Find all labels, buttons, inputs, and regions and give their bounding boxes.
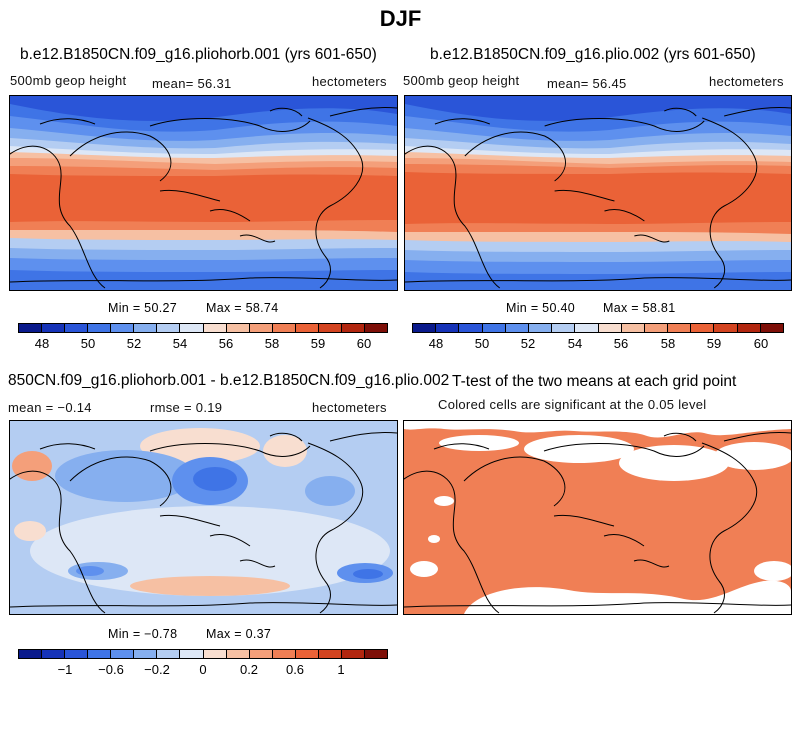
colorbar-swatch bbox=[88, 650, 112, 658]
colorbar-swatch bbox=[203, 650, 227, 658]
colorbar-swatch bbox=[111, 650, 135, 658]
panel1-colorbar-tick: 52 bbox=[126, 336, 142, 351]
panel3-colorbar-tick: −0.6 bbox=[98, 662, 124, 677]
panel2-variable-label: 500mb geop height bbox=[403, 73, 520, 88]
colorbar-swatch bbox=[668, 324, 692, 332]
panel1-title: b.e12.B1850CN.f09_g16.pliohorb.001 (yrs … bbox=[20, 46, 377, 63]
colorbar-swatch bbox=[134, 650, 158, 658]
panel2-min-label: Min = 50.40 bbox=[506, 301, 575, 315]
panel1-units-label: hectometers bbox=[312, 74, 387, 89]
panel3-title: 850CN.f09_g16.pliohorb.001 - b.e12.B1850… bbox=[8, 372, 450, 389]
colorbar-swatch bbox=[249, 650, 273, 658]
panel2-units-label: hectometers bbox=[709, 74, 784, 89]
colorbar-swatch bbox=[19, 324, 43, 332]
colorbar-swatch bbox=[341, 324, 365, 332]
panel4-title: T-test of the two means at each grid poi… bbox=[452, 373, 737, 390]
panel3-colorbar-tick: 0 bbox=[199, 662, 207, 677]
colorbar-swatch bbox=[42, 324, 66, 332]
panel1-colorbar-tick: 50 bbox=[80, 336, 96, 351]
colorbar-swatch bbox=[318, 650, 342, 658]
colorbar-swatch bbox=[714, 324, 738, 332]
colorbar-swatch bbox=[180, 324, 204, 332]
colorbar-swatch bbox=[180, 650, 204, 658]
panel1-min-label: Min = 50.27 bbox=[108, 301, 177, 315]
panel1-colorbar bbox=[18, 323, 388, 333]
panel1-colorbar-tick: 56 bbox=[218, 336, 234, 351]
panel2-colorbar-tick: 50 bbox=[474, 336, 490, 351]
colorbar-swatch bbox=[272, 324, 296, 332]
colorbar-swatch bbox=[249, 324, 273, 332]
panel3-colorbar-tick: −0.2 bbox=[144, 662, 170, 677]
colorbar-swatch bbox=[341, 650, 365, 658]
panel1-map bbox=[9, 95, 398, 291]
panel2-colorbar-tick: 58 bbox=[660, 336, 676, 351]
colorbar-swatch bbox=[528, 324, 553, 332]
colorbar-swatch bbox=[157, 650, 181, 658]
panel2-colorbar-tick: 54 bbox=[567, 336, 583, 351]
colorbar-swatch bbox=[157, 324, 181, 332]
panel1-colorbar-tick: 60 bbox=[356, 336, 372, 351]
panel2-colorbar bbox=[412, 323, 784, 333]
colorbar-swatch bbox=[272, 650, 296, 658]
colorbar-swatch bbox=[436, 324, 460, 332]
panel2-map bbox=[404, 95, 792, 291]
panel3-colorbar-tick: 1 bbox=[337, 662, 345, 677]
colorbar-swatch bbox=[459, 324, 483, 332]
panel1-colorbar-tick: 54 bbox=[172, 336, 188, 351]
colorbar-swatch bbox=[575, 324, 599, 332]
panel2-colorbar-tick: 48 bbox=[428, 336, 444, 351]
panel1-variable-label: 500mb geop height bbox=[10, 73, 127, 88]
panel3-map bbox=[9, 420, 398, 615]
panel4-map bbox=[403, 420, 792, 615]
colorbar-swatch bbox=[88, 324, 112, 332]
colorbar-swatch bbox=[295, 650, 319, 658]
colorbar-swatch bbox=[505, 324, 529, 332]
panel1-mean-label: mean= 56.31 bbox=[152, 76, 232, 91]
colorbar-swatch bbox=[318, 324, 342, 332]
colorbar-swatch bbox=[552, 324, 576, 332]
panel3-colorbar-tick: 0.2 bbox=[239, 662, 259, 677]
colorbar-swatch bbox=[295, 324, 319, 332]
panel3-rmse-label: rmse = 0.19 bbox=[150, 400, 223, 415]
panel1-colorbar-tick: 58 bbox=[264, 336, 280, 351]
colorbar-swatch bbox=[737, 324, 761, 332]
colorbar-swatch bbox=[203, 324, 227, 332]
colorbar-swatch bbox=[760, 324, 783, 332]
panel3-mean-label: mean = −0.14 bbox=[8, 400, 92, 415]
colorbar-swatch bbox=[226, 650, 250, 658]
panel3-colorbar-tick: 0.6 bbox=[285, 662, 305, 677]
colorbar-swatch bbox=[226, 324, 250, 332]
colorbar-swatch bbox=[621, 324, 645, 332]
colorbar-swatch bbox=[598, 324, 622, 332]
colorbar-swatch bbox=[111, 324, 135, 332]
colorbar-swatch bbox=[482, 324, 506, 332]
colorbar-swatch bbox=[644, 324, 669, 332]
colorbar-swatch bbox=[42, 650, 66, 658]
colorbar-swatch bbox=[65, 324, 89, 332]
panel2-colorbar-tick: 60 bbox=[753, 336, 769, 351]
panel3-max-label: Max = 0.37 bbox=[206, 627, 272, 641]
panel2-colorbar-tick: 56 bbox=[613, 336, 629, 351]
colorbar-swatch bbox=[134, 324, 158, 332]
panel1-max-label: Max = 58.74 bbox=[206, 301, 279, 315]
panel2-mean-label: mean= 56.45 bbox=[547, 76, 627, 91]
panel3-colorbar bbox=[18, 649, 388, 659]
figure-title: DJF bbox=[379, 6, 422, 31]
colorbar-swatch bbox=[364, 324, 387, 332]
panel4-subtitle: Colored cells are significant at the 0.0… bbox=[438, 397, 707, 412]
colorbar-swatch bbox=[364, 650, 387, 658]
panel3-min-label: Min = −0.78 bbox=[108, 627, 178, 641]
colorbar-swatch bbox=[65, 650, 89, 658]
panel3-units-label: hectometers bbox=[312, 400, 387, 415]
panel2-title: b.e12.B1850CN.f09_g16.plio.002 (yrs 601-… bbox=[430, 46, 756, 63]
colorbar-swatch bbox=[19, 650, 43, 658]
colorbar-swatch bbox=[691, 324, 715, 332]
panel3-colorbar-tick: −1 bbox=[57, 662, 73, 677]
panel2-colorbar-tick: 52 bbox=[520, 336, 536, 351]
panel2-colorbar-tick: 59 bbox=[706, 336, 722, 351]
panel2-max-label: Max = 58.81 bbox=[603, 301, 676, 315]
panel1-colorbar-tick: 48 bbox=[34, 336, 50, 351]
panel1-colorbar-tick: 59 bbox=[310, 336, 326, 351]
colorbar-swatch bbox=[413, 324, 437, 332]
